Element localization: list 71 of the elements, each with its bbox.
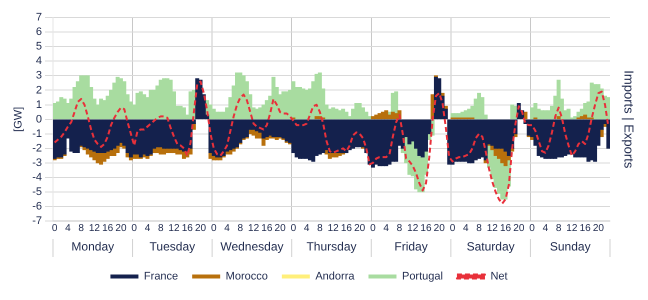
x-tick-label: 4 [65,222,72,234]
x-tick-label: 8 [396,222,403,234]
x-tick-label: 8 [238,222,244,234]
x-tick-label: 0 [450,222,456,234]
x-tick-label: 4 [383,222,390,234]
text: Sunday [550,239,591,254]
y-tick-label: -7 [32,215,42,228]
y-tick-label: 0 [36,113,42,126]
x-tick-label: 8 [317,222,324,234]
y-tick-label: 4 [36,55,42,68]
y2-axis-title: Imports | Exports [621,70,636,169]
x-tick-label: 20 [115,222,127,234]
y-tick-label: 7 [36,12,42,24]
x-tick-label: 16 [580,222,592,234]
legend-label: Portugal [402,270,443,283]
legend-label: Andorra [315,270,356,283]
x-tick-label: 8 [556,222,562,234]
y-tick-label: 3 [36,70,42,82]
x-tick-label: 16 [261,222,273,234]
x-tick-label: 16 [182,222,194,234]
y-tick-label: -1 [32,128,42,140]
x-tick-label: 12 [486,222,498,234]
x-tick-label: 20 [274,222,286,234]
x-tick-label: 4 [304,222,310,234]
x-tick-label: 16 [420,222,432,234]
x-tick-label: 20 [434,222,446,234]
x-tick-label: 0 [211,222,218,234]
x-tick-label: 4 [462,222,469,234]
y-tick-label: -3 [32,156,42,169]
x-tick-label: 16 [500,222,512,234]
x-tick-label: 16 [340,222,352,234]
x-tick-label: 12 [88,222,100,234]
x-tick-label: 0 [52,222,58,234]
y-tick-label: 6 [36,26,42,38]
text: Wednesday [220,239,284,254]
x-tick-label: 12 [168,222,180,234]
x-tick-label: 8 [78,222,84,234]
text: Friday [394,239,428,254]
text: Saturday [466,239,515,254]
x-tick-label: 0 [370,222,376,234]
x-tick-label: 8 [158,222,164,234]
y-tick-label: -2 [32,142,42,154]
y-tick-label: 5 [36,40,42,53]
x-tick-label: 4 [542,222,549,234]
x-tick-label: 20 [513,222,525,234]
y-tick-label: 2 [36,84,42,96]
x-tick-label: 12 [566,222,578,234]
x-tick-label: 16 [102,222,114,234]
x-tick-label: 4 [144,222,151,234]
legend-label: Net [490,270,508,283]
text: Monday [71,239,114,254]
x-tick-label: 12 [328,222,340,234]
y-tick-label: -4 [32,171,42,184]
legend-label: Morocco [226,270,268,283]
x-tick-label: 20 [592,222,604,234]
x-tick-label: 20 [354,222,366,234]
y-axis-title: [GW] [12,106,25,132]
x-tick-label: 20 [194,222,207,234]
y-tick-label: -6 [32,200,42,213]
x-tick-label: 4 [224,222,230,234]
text: Tuesday [150,239,196,254]
x-tick-label: 0 [131,222,138,234]
x-tick-label: 0 [529,222,536,234]
y-tick-label: -5 [32,186,42,198]
x-tick-label: 12 [248,222,260,234]
x-tick-label: 12 [407,222,419,234]
y-tick-label: 1 [36,98,42,111]
text: Thursday [306,239,357,254]
x-tick-label: 0 [290,222,297,234]
x-tick-label: 8 [476,222,482,234]
legend-label: France [144,270,178,283]
